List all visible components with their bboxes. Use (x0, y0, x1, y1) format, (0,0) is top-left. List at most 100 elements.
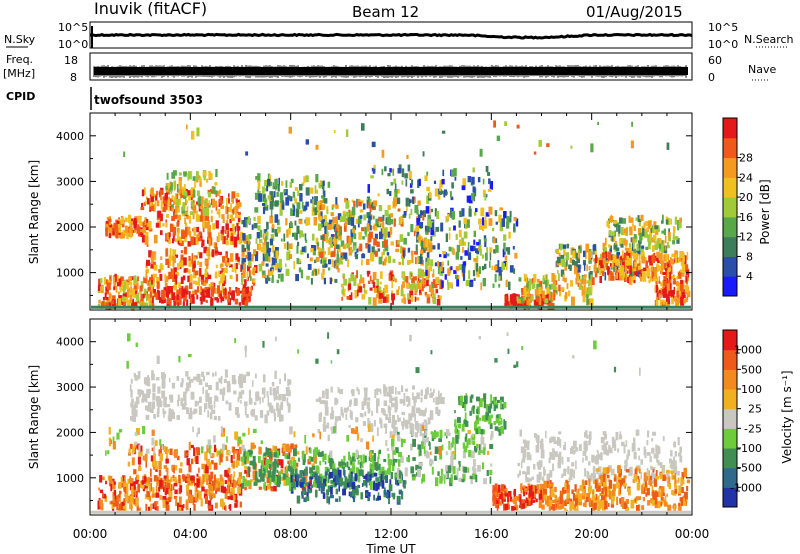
velocity-echo-cell (613, 444, 617, 451)
power-echo-cell (626, 251, 628, 259)
velocity-echo-cell (244, 487, 247, 491)
velocity-echo-cell (133, 469, 137, 475)
power-echo-cell (179, 296, 182, 305)
power-echo-cell (640, 214, 644, 221)
power-echo-cell (148, 298, 151, 305)
power-echo-cell (583, 250, 586, 258)
noise-left-tick-top: 10^5 (58, 21, 88, 34)
power-echo-cell (440, 261, 444, 266)
velocity-echo-cell (558, 451, 562, 459)
velocity-echo-cell (193, 504, 196, 512)
power-echo-cell (426, 195, 430, 204)
velocity-echo-cell (429, 410, 434, 420)
velocity-echo-cell (383, 458, 387, 463)
power-echo-cell (620, 243, 624, 248)
velocity-echo-cell (146, 491, 151, 498)
power-echo-cell (453, 270, 457, 274)
velocity-echo-cell (253, 401, 257, 406)
velocity-echo-cell (355, 399, 358, 405)
power-echo-cell (137, 292, 140, 301)
power-echo-cell (97, 285, 101, 291)
velocity-echo-cell (651, 475, 656, 480)
velocity-echo-cell (157, 408, 159, 413)
power-echo-cell (441, 130, 446, 134)
velocity-echo-cell (421, 473, 425, 483)
power-echo-cell (654, 270, 658, 279)
power-echo-cell (248, 270, 251, 278)
velocity-echo-cell (141, 398, 145, 403)
power-echo-cell (323, 190, 326, 197)
power-echo-cell (687, 290, 691, 298)
power-echo-cell (495, 221, 498, 225)
power-echo-cell (295, 208, 300, 218)
velocity-echo-cell (482, 429, 486, 435)
velocity-echo-cell (452, 466, 456, 475)
power-echo-cell (115, 230, 118, 238)
velocity-echo-cell (611, 468, 615, 476)
velocity-echo-cell (619, 434, 623, 440)
velocity-echo-cell (476, 443, 479, 449)
power-echo-cell (387, 216, 391, 226)
velocity-echo-cell (159, 494, 163, 501)
power-echo-cell (216, 210, 221, 215)
velocity-echo-cell (331, 406, 334, 412)
power-echo-cell (645, 260, 648, 269)
power-echo-cell (305, 239, 308, 243)
power-echo-cell (558, 284, 561, 292)
power-echo-cell (663, 276, 667, 283)
velocity-echo-cell (100, 503, 104, 511)
velocity-echo-cell (158, 487, 161, 492)
power-echo-cell (577, 282, 580, 287)
power-echo-cell (122, 296, 126, 301)
power-echo-cell (170, 286, 173, 294)
power-echo-cell (329, 277, 332, 285)
velocity-echo-cell (271, 474, 275, 482)
velocity-echo-cell (377, 463, 381, 470)
velocity-echo-cell (238, 472, 242, 479)
power-echo-cell (498, 266, 503, 272)
power-echo-cell (389, 226, 393, 235)
power-ytick-label: 3000 (56, 175, 84, 188)
velocity-echo-cell (307, 488, 309, 494)
power-echo-cell (314, 189, 319, 194)
power-echo-cell (589, 271, 593, 275)
velocity-echo-cell (470, 394, 474, 399)
velocity-echo-cell (322, 493, 326, 499)
velocity-echo-cell (198, 490, 202, 500)
power-echo-cell (186, 124, 188, 130)
velocity-echo-cell (262, 374, 266, 383)
power-echo-cell (342, 245, 346, 249)
power-echo-cell (485, 252, 488, 261)
power-echo-cell (202, 213, 207, 222)
power-echo-cell (663, 262, 667, 270)
power-echo-cell (197, 251, 200, 256)
velocity-echo-cell (236, 453, 241, 461)
power-echo-cell (374, 250, 378, 257)
power-echo-cell (587, 249, 592, 253)
velocity-echo-cell (145, 481, 150, 487)
power-echo-cell (340, 240, 345, 247)
power-echo-cell (315, 144, 319, 150)
velocity-echo-cell (600, 452, 603, 461)
power-echo-cell (483, 235, 487, 241)
velocity-echo-cell (307, 482, 311, 492)
power-echo-cell (154, 200, 157, 208)
velocity-echo-cell (286, 397, 289, 403)
power-echo-cell (660, 288, 664, 292)
velocity-echo-cell (344, 476, 348, 482)
power-echo-cell (558, 252, 561, 257)
velocity-echo-cell (496, 414, 499, 418)
velocity-echo-cell (133, 481, 136, 490)
power-echo-cell (678, 220, 682, 229)
velocity-echo-cell (145, 394, 148, 403)
power-echo-cell (105, 279, 108, 285)
velocity-echo-cell (325, 476, 327, 482)
power-echo-cell (670, 258, 674, 265)
velocity-echo-cell (158, 449, 162, 457)
velocity-echo-cell (315, 489, 318, 498)
velocity-echo-cell (584, 432, 586, 438)
noise-search-label: N.Search (744, 33, 794, 46)
velocity-echo-cell (186, 376, 191, 380)
power-echo-cell (629, 277, 633, 281)
power-echo-cell (588, 251, 591, 261)
